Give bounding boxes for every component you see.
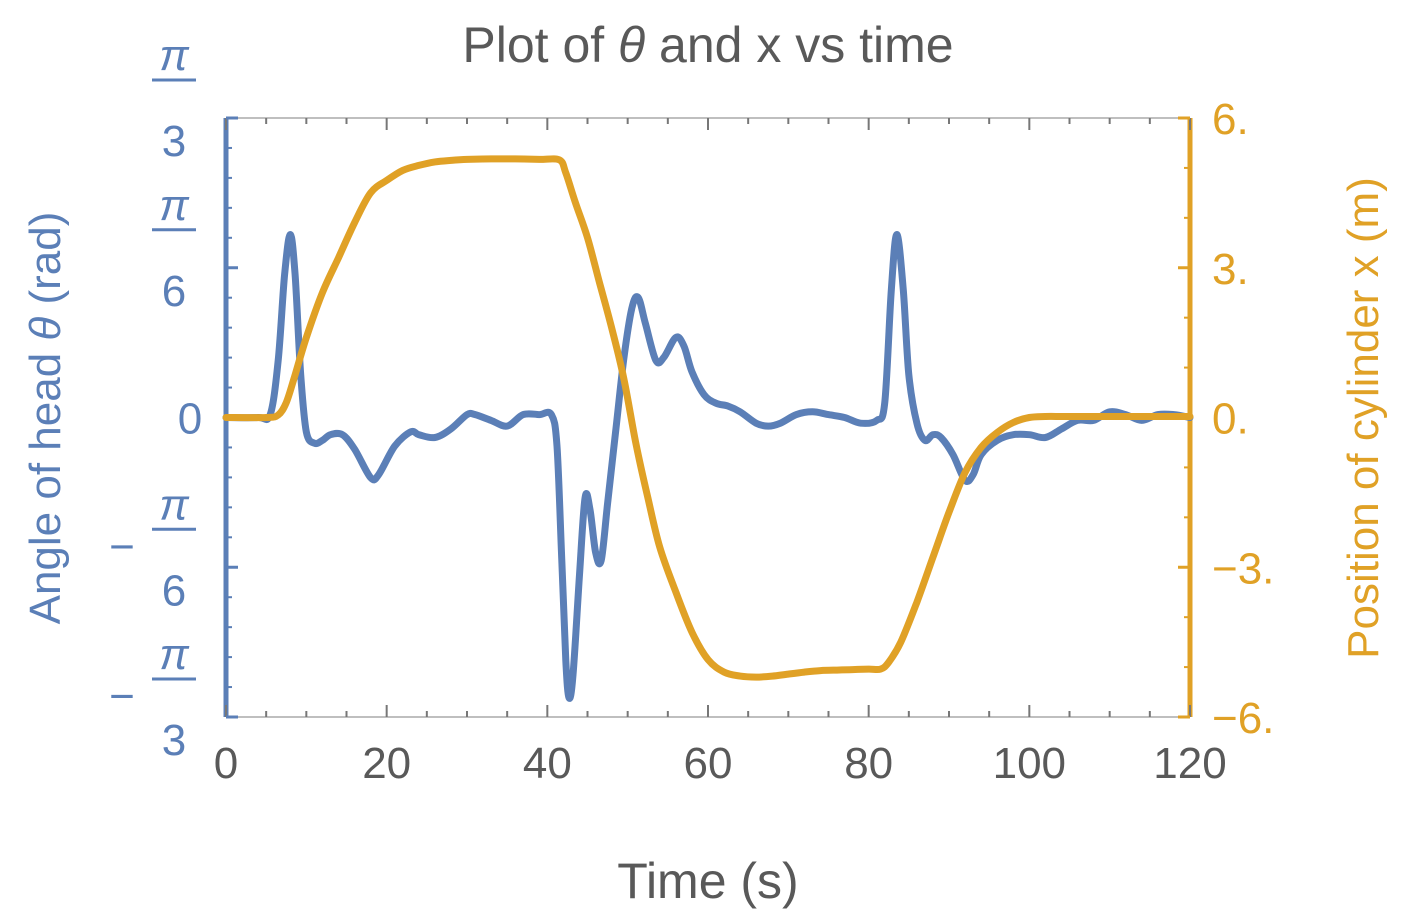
right-tick-label: −3. [1212,544,1274,593]
right-tick-label: 6. [1212,95,1249,144]
x-tick-label: 60 [684,739,733,788]
left-tick-numerator: π [159,181,190,230]
x-tick-label: 20 [362,739,411,788]
left-tick-sign: − [109,672,135,721]
right-tick-label: 3. [1212,245,1249,294]
x-tick-label: 0 [214,739,238,788]
x-tick-label: 80 [844,739,893,788]
left-tick-numerator: π [159,31,190,80]
x-axis-ticks: 0 20 40 60 80 100 120 [214,118,1227,788]
x-tick-label: 120 [1153,739,1226,788]
left-tick-numerator: π [159,480,190,529]
series-line-x [222,155,1194,681]
left-tick-denominator: 6 [162,267,186,316]
right-tick-label: −6. [1212,694,1274,743]
left-tick-denominator: 6 [162,566,186,615]
right-axis-ticks: 6. 3. 0. −3. −6. [1178,95,1274,743]
left-tick-label: 0 [178,395,202,444]
chart-title: Plot of θ and x vs time [462,17,953,73]
series-layer [222,155,1194,702]
x-tick-label: 40 [523,739,572,788]
right-tick-label: 0. [1212,395,1249,444]
left-tick-sign: − [109,522,135,571]
left-axis-label: Angle of head θ (rad) [21,212,70,625]
x-axis-label: Time (s) [617,853,798,909]
left-tick-numerator: π [159,630,190,679]
left-tick-denominator: 3 [162,117,186,166]
series-line-theta [222,230,1194,702]
right-axis-label: Position of cylinder x (m) [1339,177,1388,659]
left-tick-denominator: 3 [162,716,186,765]
x-tick-label: 100 [993,739,1066,788]
